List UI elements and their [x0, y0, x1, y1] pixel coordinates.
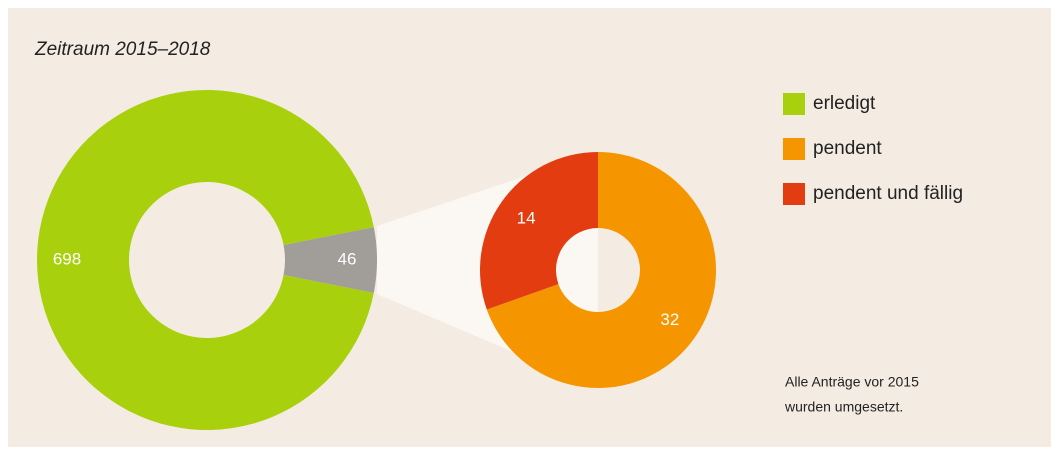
data-label: 46	[338, 249, 357, 268]
donut-slice	[283, 227, 378, 293]
note-line: Alle Anträge vor 2015	[785, 374, 919, 390]
legend-swatch	[783, 183, 805, 205]
legend-swatch	[783, 93, 805, 115]
donut-slice	[479, 152, 598, 310]
note-line: wurden umgesetzt.	[784, 399, 903, 415]
title: Zeitraum 2015–2018	[34, 39, 211, 60]
legend-swatch	[783, 138, 805, 160]
data-label: 32	[660, 310, 679, 329]
donut-slice	[37, 89, 374, 430]
donut-slice	[486, 152, 717, 388]
legend-label: pendent	[813, 138, 882, 159]
data-label: 698	[53, 249, 81, 268]
legend-label: pendent und fällig	[813, 183, 963, 204]
legend-label: erledigt	[813, 93, 876, 114]
data-label: 14	[517, 209, 536, 228]
